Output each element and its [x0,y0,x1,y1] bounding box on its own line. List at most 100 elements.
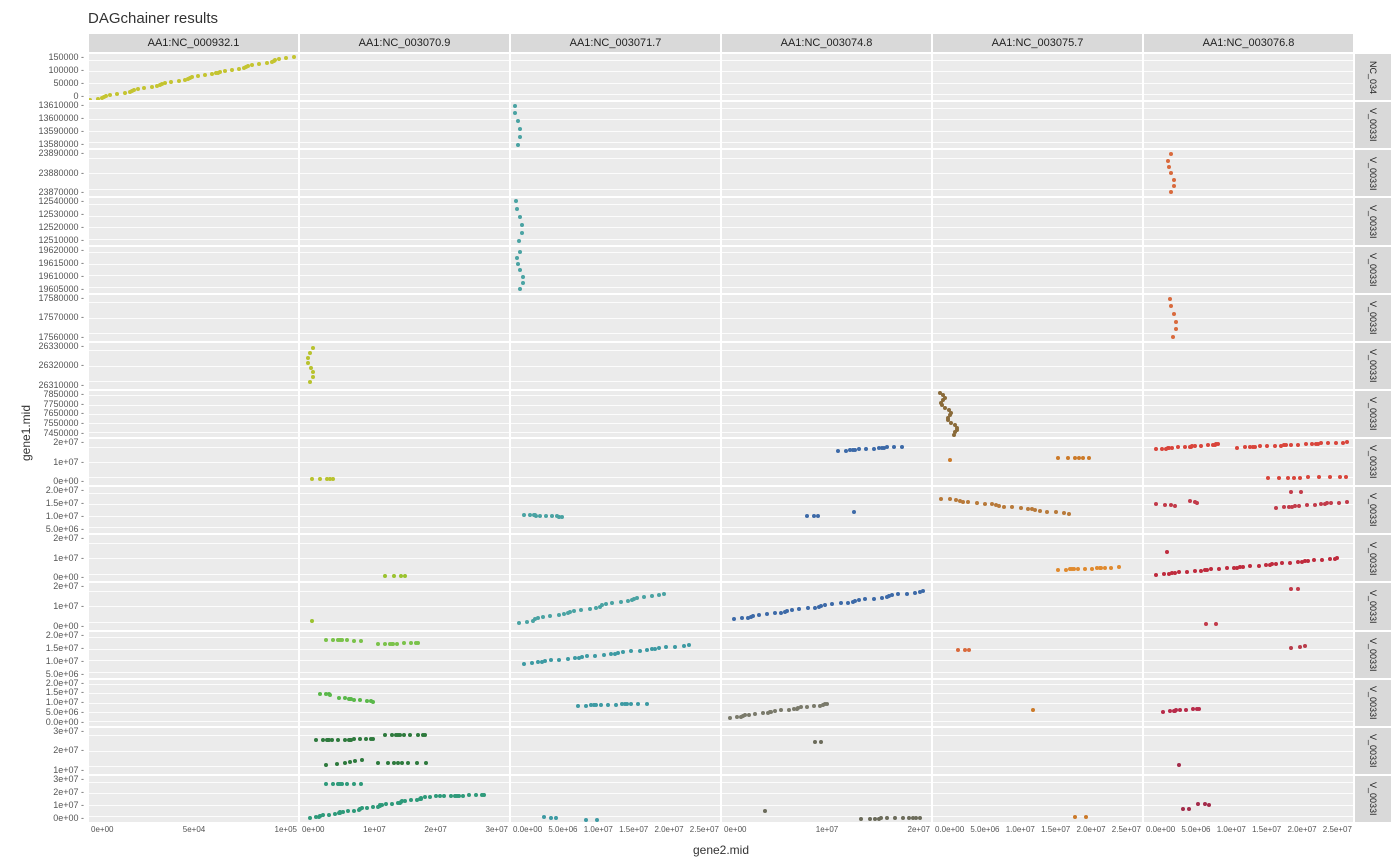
y-axis: 2.0e+07 -1.5e+07 -1.0e+07 -5.0e+06 - [8,486,88,534]
data-point [1304,442,1308,446]
panel [88,727,299,775]
data-point [1243,445,1247,449]
x-tick: 1e+05 [275,825,297,841]
panel [1143,727,1354,775]
data-point [311,375,315,379]
data-point [1217,567,1221,571]
data-point [1319,441,1323,445]
data-point [406,761,410,765]
data-point [1172,312,1176,316]
data-point [844,449,848,453]
row-strip: V_0033I [1354,197,1392,245]
x-tick: 1.5e+07 [1041,825,1070,841]
row-strip: NC_034 [1354,53,1392,101]
data-point [948,458,952,462]
row-strip: V_0033I [1354,631,1392,679]
y-axis: 12540000 -12530000 -12520000 -12510000 - [8,197,88,245]
data-point [1207,803,1211,807]
data-point [177,79,181,83]
y-tick: 2e+07 - [53,582,84,591]
data-point [292,55,296,59]
panel [721,727,932,775]
data-point [314,738,318,742]
panel [299,101,510,149]
x-tick: 2.5e+07 [1112,825,1141,841]
row-strip: V_0033I [1354,727,1392,775]
data-point [400,761,404,765]
data-point [1345,500,1349,504]
data-point [1337,501,1341,505]
data-point [602,653,606,657]
data-point [1328,475,1332,479]
data-point [1292,476,1296,480]
data-point [1296,443,1300,447]
data-point [806,606,810,610]
data-point [983,502,987,506]
col-strip: AA1:NC_003075.7 [932,33,1143,53]
data-point [376,642,380,646]
data-point [348,760,352,764]
panel [1143,149,1354,197]
row-strip: V_0033I [1354,438,1392,486]
panel [721,149,932,197]
data-point [975,501,979,505]
data-point [753,712,757,716]
data-point [1169,190,1173,194]
data-point [442,794,446,798]
panel [510,390,721,438]
panel [88,342,299,390]
data-point [872,447,876,451]
data-point [359,782,363,786]
data-point [1010,505,1014,509]
row-strip: V_0033I [1354,101,1392,149]
data-point [1191,707,1195,711]
data-point [346,809,350,813]
y-tick: 1.5e+07 - [46,688,84,697]
y-tick: 7650000 - [43,409,84,418]
data-point [383,574,387,578]
y-tick: 2.0e+07 - [46,486,84,495]
data-point [805,705,809,709]
panel [299,486,510,534]
data-point [343,738,347,742]
data-point [1335,556,1339,560]
panel [1143,582,1354,630]
y-axis: 2.0e+07 -1.5e+07 -1.0e+07 -5.0e+06 - [8,631,88,679]
panel [510,534,721,582]
data-point [525,620,529,624]
data-point [1305,503,1309,507]
y-tick: 100000 - [48,66,84,75]
data-point [265,61,269,65]
data-point [1286,476,1290,480]
data-point [518,135,522,139]
data-point [1066,456,1070,460]
row-strip: V_0033I [1354,246,1392,294]
data-point [324,638,328,642]
data-point [864,447,868,451]
y-tick: 50000 - [53,79,84,88]
data-point [1193,569,1197,573]
data-point [863,597,867,601]
panel [721,101,932,149]
data-point [345,782,349,786]
data-point [1056,568,1060,572]
data-point [616,651,620,655]
panel [721,342,932,390]
panel [88,438,299,486]
data-point [621,650,625,654]
data-point [566,657,570,661]
y-tick: 1.0e+07 - [46,657,84,666]
data-point [610,601,614,605]
data-point [779,708,783,712]
data-point [364,737,368,741]
panel [88,149,299,197]
col-strip: AA1:NC_003071.7 [510,33,721,53]
data-point [900,445,904,449]
data-point [1181,807,1185,811]
data-point [520,231,524,235]
panel [721,631,932,679]
data-point [557,613,561,617]
data-point [306,356,310,360]
y-axis: 3e+07 -2e+07 -1e+07 -0e+00 - [8,775,88,823]
data-point [416,641,420,645]
